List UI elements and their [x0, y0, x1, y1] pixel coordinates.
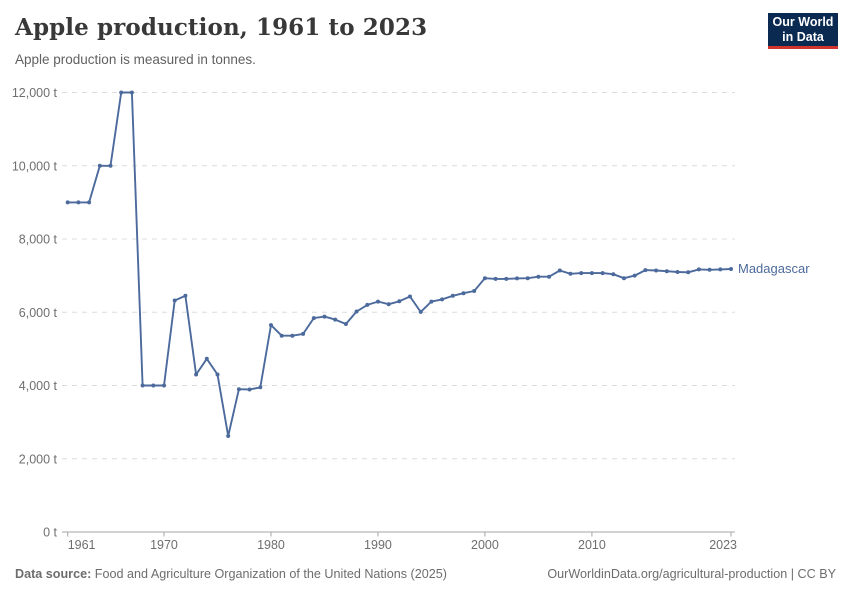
- data-point: [622, 276, 626, 281]
- data-point: [664, 269, 669, 274]
- y-tick-label: 0 t: [43, 526, 57, 540]
- data-point: [515, 276, 519, 281]
- y-tick-label: 2,000 t: [19, 452, 58, 466]
- x-tick-label: 2023: [709, 538, 737, 552]
- data-source-label: Data source:: [15, 567, 92, 581]
- page-title: Apple production, 1961 to 2023: [15, 14, 428, 41]
- x-tick-label: 1980: [257, 538, 285, 552]
- y-tick-label: 10,000 t: [12, 159, 58, 173]
- data-point: [643, 268, 648, 273]
- data-point: [172, 298, 177, 303]
- data-point: [686, 270, 691, 275]
- data-point: [418, 309, 423, 314]
- data-point: [108, 163, 113, 168]
- y-tick-label: 6,000 t: [19, 306, 58, 320]
- data-source-text: Food and Agriculture Organization of the…: [91, 567, 447, 581]
- page-subtitle: Apple production is measured in tonnes.: [15, 52, 256, 67]
- data-point: [600, 271, 605, 276]
- x-tick-label: 2010: [578, 538, 606, 552]
- data-line: [66, 91, 732, 437]
- y-tick-label: 8,000 t: [19, 233, 58, 247]
- data-point: [536, 274, 541, 279]
- data-point: [333, 317, 338, 322]
- data-point: [557, 268, 562, 273]
- data-point: [729, 267, 733, 271]
- data-point: [376, 299, 380, 304]
- data-point: [247, 387, 252, 392]
- data-point: [718, 267, 723, 272]
- owid-logo-line1: Our World: [772, 14, 834, 29]
- data-point: [236, 387, 241, 392]
- data-point: [568, 271, 573, 276]
- data-point: [589, 271, 594, 276]
- data-point: [440, 297, 445, 302]
- data-point: [354, 309, 359, 314]
- owid-logo-line2: in Data: [782, 29, 824, 44]
- data-point: [290, 333, 295, 338]
- data-point: [162, 383, 166, 388]
- data-point: [301, 331, 306, 336]
- data-point: [461, 291, 466, 296]
- data-point: [525, 276, 530, 281]
- data-point: [226, 434, 231, 438]
- data-point: [76, 200, 81, 205]
- data-point: [97, 163, 102, 168]
- data-point: [119, 90, 124, 95]
- footer: Data source: Food and Agriculture Organi…: [15, 567, 836, 581]
- data-point: [204, 356, 209, 361]
- data-point: [579, 271, 584, 276]
- x-tick-label: 1970: [150, 538, 178, 552]
- data-point: [129, 90, 134, 95]
- data-point: [675, 270, 680, 274]
- data-point: [547, 274, 552, 279]
- data-point: [397, 299, 402, 304]
- data-point: [269, 323, 273, 328]
- data-point: [215, 372, 220, 377]
- data-point: [450, 293, 455, 298]
- data-point: [140, 383, 145, 388]
- x-tick-label: 1990: [364, 538, 392, 552]
- data-point: [258, 385, 263, 390]
- series-label: Madagascar: [738, 261, 810, 276]
- data-point: [194, 372, 199, 377]
- owid-logo[interactable]: Our World in Data: [768, 13, 838, 49]
- data-point: [279, 333, 284, 338]
- data-point: [493, 276, 498, 281]
- data-point: [472, 289, 477, 293]
- data-point: [365, 302, 370, 307]
- data-point: [504, 276, 509, 281]
- y-tick-label: 12,000 t: [12, 86, 58, 100]
- data-point: [322, 314, 327, 319]
- data-point: [482, 276, 487, 281]
- data-point: [87, 200, 92, 205]
- owid-link[interactable]: OurWorldinData.org/agricultural-producti…: [547, 567, 836, 581]
- data-point: [429, 299, 434, 304]
- x-tick-label: 2000: [471, 538, 499, 552]
- data-point: [408, 294, 412, 299]
- data-point: [707, 267, 712, 272]
- x-tick-label: 1961: [68, 538, 96, 552]
- data-point: [151, 383, 156, 388]
- data-point: [65, 200, 70, 205]
- data-point: [696, 267, 701, 272]
- data-point: [183, 293, 188, 298]
- data-point: [654, 268, 659, 273]
- data-point: [311, 316, 316, 321]
- data-point: [632, 273, 637, 278]
- data-source-note: Data source: Food and Agriculture Organi…: [15, 567, 447, 581]
- data-point: [386, 302, 391, 307]
- data-point: [343, 322, 348, 326]
- data-point: [611, 272, 616, 277]
- y-tick-label: 4,000 t: [19, 379, 58, 393]
